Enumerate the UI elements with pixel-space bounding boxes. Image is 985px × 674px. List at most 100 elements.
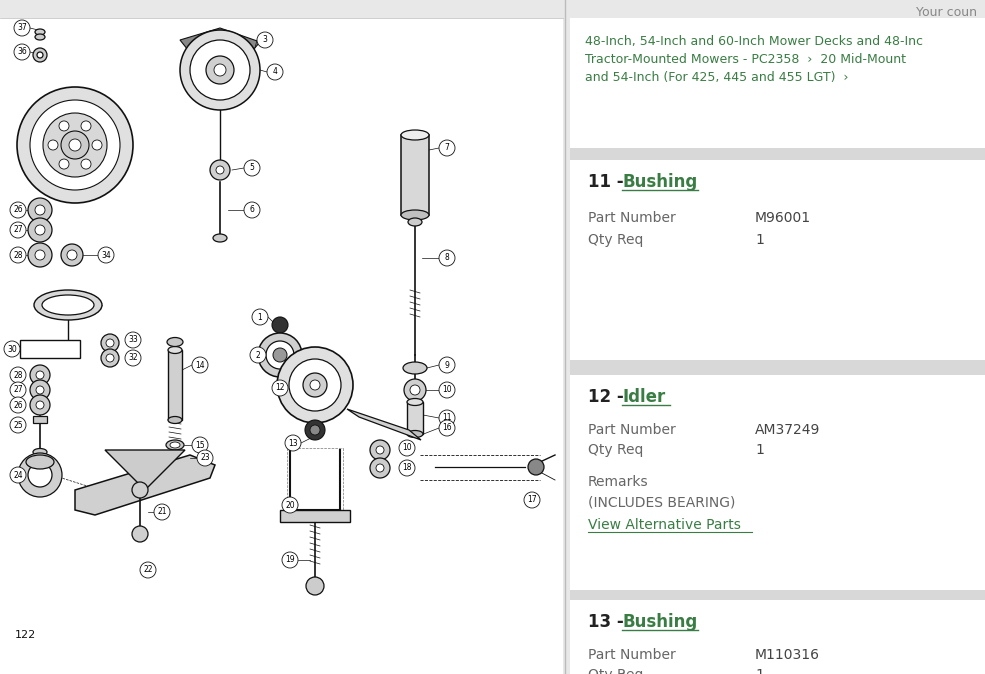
Circle shape [10,222,26,238]
Circle shape [404,379,426,401]
Ellipse shape [213,234,227,242]
Text: 7: 7 [444,144,449,152]
Bar [570,18,985,148]
Text: 9: 9 [444,361,449,369]
Circle shape [33,48,47,62]
Circle shape [10,367,26,383]
Circle shape [81,121,91,131]
Circle shape [439,140,455,156]
Text: 26: 26 [13,400,23,410]
Text: AM37249: AM37249 [755,423,821,437]
Text: 18: 18 [402,464,412,472]
Text: (INCLUDES BEARING): (INCLUDES BEARING) [588,495,736,509]
Circle shape [30,395,50,415]
Ellipse shape [34,290,102,320]
Text: 36: 36 [17,47,27,57]
Circle shape [252,309,268,325]
Text: 10: 10 [402,443,412,452]
Text: Your coun: Your coun [916,5,977,18]
Circle shape [140,562,156,578]
Ellipse shape [408,218,422,226]
Circle shape [37,52,43,58]
Circle shape [524,492,540,508]
Ellipse shape [26,455,54,469]
Text: 21: 21 [158,508,166,516]
Ellipse shape [166,440,184,450]
Circle shape [376,464,384,472]
Circle shape [132,526,148,542]
Circle shape [216,166,224,174]
Circle shape [106,354,114,362]
Ellipse shape [407,398,423,406]
Text: 12 -: 12 - [588,388,629,406]
Bar [280,510,350,522]
Text: Qty Req: Qty Req [588,443,643,457]
Circle shape [18,453,62,497]
Circle shape [370,440,390,460]
Circle shape [132,482,148,498]
Circle shape [306,577,324,595]
Circle shape [92,140,102,150]
Circle shape [59,121,69,131]
Text: 48-Inch, 54-Inch and 60-Inch Mower Decks and 48-Inc: 48-Inch, 54-Inch and 60-Inch Mower Decks… [585,35,923,48]
Text: 11: 11 [442,414,452,423]
Text: Bushing: Bushing [622,613,697,631]
Text: 122: 122 [15,630,36,640]
Circle shape [197,450,213,466]
Ellipse shape [42,295,94,315]
Text: M110316: M110316 [755,648,820,662]
Circle shape [30,100,120,190]
Circle shape [282,497,298,513]
Circle shape [244,160,260,176]
Text: 5: 5 [249,164,254,173]
Circle shape [10,397,26,413]
Circle shape [310,425,320,435]
Text: 13 -: 13 - [588,613,629,631]
Text: Remarks: Remarks [588,475,649,489]
Circle shape [101,334,119,352]
Text: 27: 27 [13,386,23,394]
Circle shape [98,247,114,263]
Circle shape [36,371,44,379]
Circle shape [28,218,52,242]
Bar [570,590,985,605]
Polygon shape [347,409,421,440]
Circle shape [69,139,81,151]
Ellipse shape [401,130,429,140]
Ellipse shape [35,29,45,35]
Circle shape [272,317,288,333]
Circle shape [192,437,208,453]
Circle shape [250,347,266,363]
Text: Tractor-Mounted Mowers - PC2358  ›  20 Mid-Mount: Tractor-Mounted Mowers - PC2358 › 20 Mid… [585,53,906,66]
Circle shape [410,385,420,395]
Text: 15: 15 [195,441,205,450]
Text: 3: 3 [263,36,268,44]
Circle shape [36,401,44,409]
Circle shape [35,225,45,235]
Circle shape [273,348,287,362]
Bar [570,0,985,674]
Circle shape [59,159,69,169]
Text: 22: 22 [143,565,153,574]
Circle shape [192,357,208,373]
Circle shape [272,380,288,396]
Text: 17: 17 [527,495,537,505]
Polygon shape [105,450,185,490]
Circle shape [35,205,45,215]
Circle shape [266,341,294,369]
Text: 30: 30 [7,344,17,353]
Bar [20,340,80,358]
Circle shape [101,349,119,367]
Circle shape [370,458,390,478]
Bar [570,360,985,375]
Text: 26: 26 [13,206,23,214]
Circle shape [376,446,384,454]
Polygon shape [75,455,215,515]
Text: 24: 24 [13,470,23,479]
Text: Part Number: Part Number [588,211,676,225]
Circle shape [61,244,83,266]
Bar [570,0,985,18]
Text: 32: 32 [128,353,138,363]
Polygon shape [180,28,260,65]
Circle shape [206,56,234,84]
